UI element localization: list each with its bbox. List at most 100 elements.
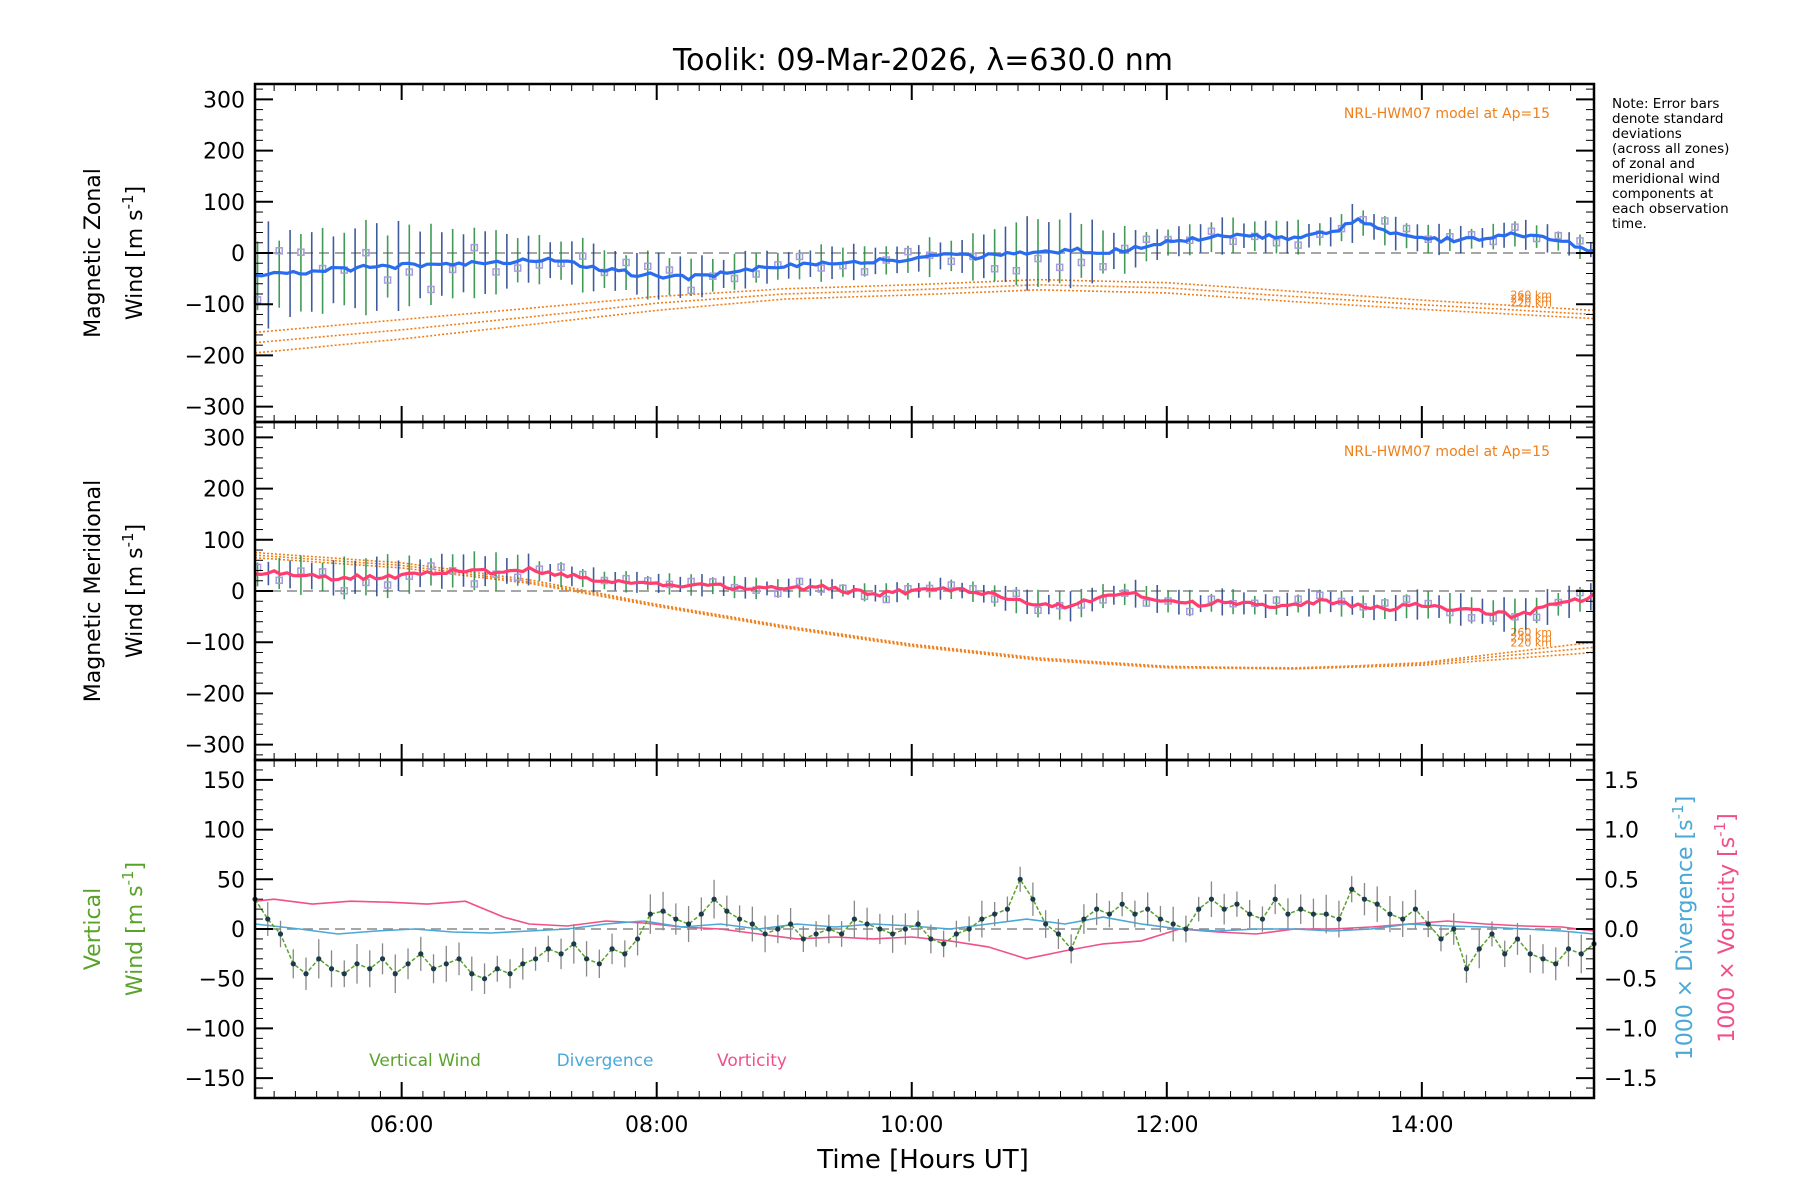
note-line: meridional wind: [1612, 171, 1720, 187]
legend-vertical-wind: Vertical Wind: [369, 1051, 481, 1071]
vertical-wind-point: [316, 956, 322, 962]
y-tick-label: 0: [231, 580, 245, 605]
zone-point: [1511, 223, 1519, 231]
zone-point: [1576, 588, 1584, 597]
zone-point: [470, 580, 479, 588]
vertical-wind-point: [1476, 946, 1482, 952]
vertical-wind-point: [392, 971, 398, 977]
vertical-wind-point: [1578, 951, 1584, 957]
y-tick-label: −200: [185, 344, 245, 369]
zone-point: [882, 595, 890, 604]
vertical-wind-point: [788, 921, 794, 927]
y2-label-divergence-sup: -1: [1669, 804, 1687, 819]
vertical-wind-point: [762, 931, 768, 937]
zone-point: [947, 581, 956, 589]
zone-point: [275, 576, 283, 585]
vertical-wind-point: [622, 951, 628, 957]
zone-point: [774, 589, 782, 598]
y-tick-label: 0: [231, 918, 245, 943]
vertical-wind-point: [1183, 926, 1189, 932]
vertical-wind-point: [1349, 886, 1355, 892]
vertical-wind-point: [354, 961, 360, 967]
vertical-wind-point: [532, 956, 539, 962]
vertical-wind-point: [1298, 906, 1304, 912]
zone-point: [1055, 263, 1064, 272]
model-label-240km: 240 km: [1510, 292, 1552, 305]
vertical-wind-point: [596, 961, 602, 967]
note-line: deviations: [1612, 126, 1682, 142]
vertical-wind-point: [1157, 916, 1164, 922]
zone-point: [1012, 589, 1021, 598]
y-label-main: Wind [m s: [123, 547, 148, 658]
vorticity-line: [254, 898, 1595, 960]
zone-point: [1272, 238, 1281, 247]
y2-label-vorticity-main: 1000 × Vorticity [s: [1715, 837, 1740, 1043]
vertical-wind-point: [1081, 916, 1087, 922]
vertical-wind-point: [1425, 921, 1431, 927]
vertical-wind-point: [558, 951, 564, 957]
vertical-wind-point: [1259, 916, 1266, 922]
note-line: components at: [1612, 186, 1713, 202]
vertical-wind-point: [979, 916, 985, 922]
note-line: time.: [1612, 216, 1647, 232]
vertical-wind-point: [890, 931, 896, 937]
vertical-wind-point: [800, 936, 806, 942]
vertical-wind-point: [290, 961, 296, 967]
vertical-wind-point: [469, 971, 475, 977]
x-tick-label: 08:00: [625, 1113, 688, 1138]
model-curve: [254, 283, 1595, 344]
y2-tick-label: −1.5: [1604, 1067, 1657, 1092]
vertical-wind-point: [341, 971, 347, 977]
vertical-wind-point: [749, 921, 755, 927]
vertical-wind-point: [418, 951, 424, 957]
model-label-240km: 240 km: [1510, 631, 1552, 644]
vertical-wind-point: [685, 921, 692, 927]
zone-point: [817, 264, 825, 272]
zone-point: [578, 252, 587, 260]
vertical-wind-point: [1043, 921, 1049, 927]
zone-point: [1077, 258, 1086, 267]
vertical-wind-point: [1094, 906, 1100, 912]
vertical-wind-point: [1514, 936, 1521, 942]
vertical-wind-point: [1272, 896, 1278, 902]
x-tick-label: 06:00: [370, 1113, 433, 1138]
zone-point: [990, 595, 999, 603]
y2-label-vorticity: 1000 × Vorticity [s-1]: [1711, 813, 1740, 1042]
y-tick-label: 100: [203, 529, 245, 554]
vertical-wind-point: [902, 926, 908, 932]
vertical-wind-point: [915, 921, 921, 927]
vertical-wind-point: [1017, 876, 1023, 882]
y2-tick-label: −0.5: [1604, 968, 1657, 993]
vertical-wind-point: [877, 926, 883, 932]
vertical-wind-point: [1412, 906, 1419, 912]
vertical-wind-point: [1374, 901, 1380, 907]
zone-point: [1381, 599, 1389, 607]
vertical-wind-point: [1055, 931, 1061, 937]
model-label-260km: 260 km: [1510, 626, 1552, 639]
zone-point: [1272, 596, 1281, 604]
vertical-wind-point: [736, 916, 743, 922]
vertical-wind-point: [328, 966, 335, 972]
y-tick-label: −100: [185, 1017, 245, 1042]
vertical-wind-point: [1451, 926, 1457, 932]
zone-point: [405, 268, 414, 276]
vertical-wind-point: [1004, 906, 1010, 912]
zone-point: [513, 264, 522, 272]
figure-title: Toolik: 09-Mar-2026, λ=630.0 nm: [672, 43, 1173, 78]
vertical-wind-point: [456, 956, 462, 962]
y-tick-label: −50: [199, 968, 245, 993]
model-header-label: NRL-HWM07 model at Ap=15: [1344, 106, 1550, 122]
zone-point: [1576, 237, 1584, 245]
zone-point: [1034, 254, 1042, 263]
vertical-wind-point: [839, 931, 845, 937]
y-label-sup: -1: [119, 194, 137, 209]
vertical-wind-point: [1196, 906, 1202, 912]
y-tick-label: −200: [185, 682, 245, 707]
zone-point: [1294, 595, 1302, 603]
vertical-wind-point: [443, 961, 449, 967]
y2-tick-label: 1.0: [1604, 819, 1639, 844]
vertical-wind-point: [405, 961, 411, 967]
zone-point: [1467, 614, 1476, 622]
y2-label-divergence-main: 1000 × Divergence [s: [1673, 819, 1698, 1060]
